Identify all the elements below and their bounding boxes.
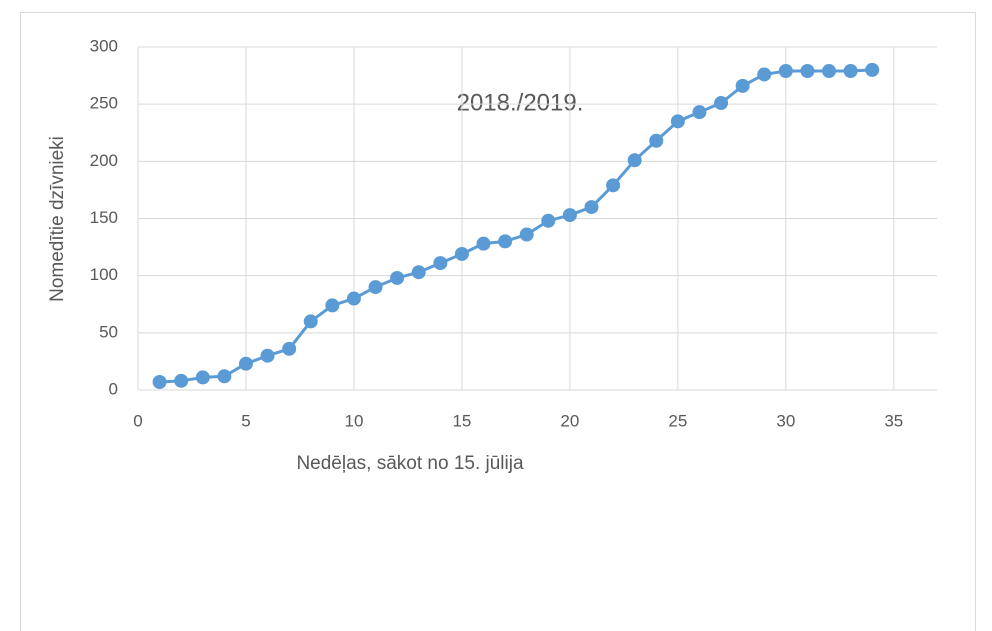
y-tick-label: 100	[90, 265, 118, 284]
data-point	[411, 265, 426, 280]
data-point	[843, 64, 858, 79]
data-point	[152, 374, 167, 389]
y-tick-label: 150	[90, 208, 118, 227]
data-point	[217, 369, 232, 384]
data-point	[303, 314, 318, 329]
y-axis-title: Nomedītie dzīvnieki	[47, 136, 68, 302]
data-point	[195, 370, 210, 385]
y-tick-label: 250	[90, 94, 118, 113]
series-line	[159, 68, 873, 384]
data-point	[325, 298, 340, 313]
data-point	[800, 64, 815, 79]
data-point	[346, 291, 361, 306]
data-point	[519, 227, 534, 242]
x-tick-label: 0	[133, 411, 142, 430]
data-point	[238, 356, 253, 371]
data-point	[282, 341, 297, 356]
x-tick-label: 10	[344, 411, 363, 430]
data-point	[562, 208, 577, 223]
chart-frame	[20, 12, 976, 631]
data-point	[498, 234, 513, 249]
data-point	[670, 114, 685, 129]
data-point	[627, 153, 642, 168]
x-axis-title: Nedēļas, sākot no 15. jūlija	[296, 453, 524, 474]
y-tick-label: 50	[99, 322, 118, 341]
data-point	[778, 64, 793, 79]
x-tick-label: 35	[884, 411, 903, 430]
data-point	[260, 348, 275, 363]
data-point	[757, 67, 772, 82]
data-point	[865, 62, 880, 77]
y-tick-label: 300	[90, 36, 118, 55]
chart-title: 2018./2019.	[457, 89, 584, 116]
data-point	[368, 280, 383, 295]
x-tick-label: 15	[452, 411, 471, 430]
data-point	[692, 105, 707, 120]
data-point	[433, 256, 448, 271]
x-tick-label: 20	[560, 411, 579, 430]
data-point	[822, 64, 837, 79]
data-point	[606, 178, 621, 193]
data-point	[454, 246, 469, 261]
data-point	[584, 200, 599, 215]
y-tick-label: 200	[90, 151, 118, 170]
x-tick-label: 5	[241, 411, 250, 430]
x-tick-label: 25	[668, 411, 687, 430]
data-point	[714, 96, 729, 111]
x-tick-label: 30	[776, 411, 795, 430]
y-tick-label: 0	[109, 379, 118, 398]
data-point	[476, 236, 491, 251]
data-point	[649, 133, 664, 148]
data-point	[174, 373, 189, 388]
data-point	[390, 270, 405, 285]
data-point	[541, 213, 556, 228]
data-point	[735, 78, 750, 93]
